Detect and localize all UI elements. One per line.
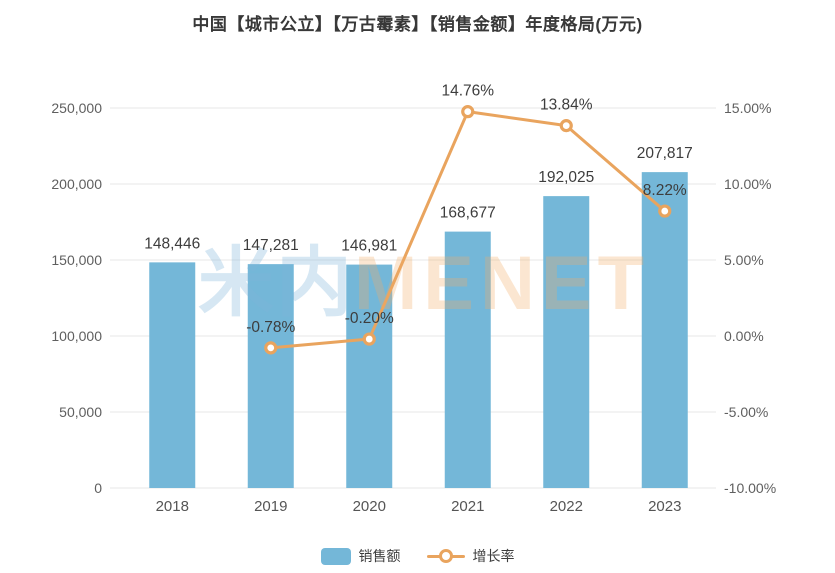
legend-item-sales: 销售额 — [320, 546, 401, 566]
sales-bar — [444, 231, 491, 488]
legend-sales-label: 销售额 — [358, 548, 401, 564]
left-axis-tick-label: 250,000 — [51, 100, 102, 116]
x-axis-label: 2020 — [353, 498, 386, 515]
chart-legend: 销售额 增长率 — [0, 543, 835, 569]
left-axis-tick-label: 100,000 — [51, 328, 102, 344]
right-axis-tick-label: -10.00% — [724, 480, 776, 496]
right-axis-tick-label: 15.00% — [724, 100, 771, 116]
x-axis-label: 2021 — [451, 498, 484, 515]
growth-marker — [264, 341, 278, 355]
left-axis-tick-label: 50,000 — [59, 404, 102, 420]
x-axis-label: 2022 — [550, 498, 583, 515]
bar-value-label: 168,677 — [440, 205, 496, 222]
right-axis-tick-label: 5.00% — [724, 252, 764, 268]
growth-value-label: -0.78% — [246, 319, 295, 336]
right-axis-tick-label: -5.00% — [724, 404, 768, 420]
left-axis-tick-label: 0 — [94, 480, 102, 496]
growth-marker — [362, 332, 376, 346]
growth-marker — [461, 105, 475, 119]
growth-value-label: 14.76% — [441, 83, 494, 100]
bar-value-label: 147,281 — [243, 237, 299, 254]
chart-title: 中国【城市公立】【万古霉素】【销售金额】年度格局(万元) — [192, 15, 643, 34]
sales-bar — [543, 196, 590, 488]
sales-swatch-icon — [320, 547, 351, 565]
sales-bar — [149, 262, 196, 488]
bar-value-label: 148,446 — [144, 235, 200, 252]
right-axis-tick-label: 0.00% — [724, 328, 764, 344]
bar-value-label: 207,817 — [637, 145, 693, 162]
x-axis-label: 2023 — [648, 498, 681, 515]
left-axis-tick-label: 150,000 — [51, 252, 102, 268]
legend-growth-label: 增长率 — [472, 548, 515, 564]
growth-marker — [559, 119, 573, 133]
right-axis-tick-label: 10.00% — [724, 176, 771, 192]
x-axis-label: 2019 — [254, 498, 287, 515]
growth-line-marker-icon — [426, 548, 465, 564]
left-axis-tick-label: 200,000 — [51, 176, 102, 192]
x-axis-label: 2018 — [156, 498, 189, 515]
growth-marker — [658, 204, 672, 218]
bar-value-label: 146,981 — [341, 238, 397, 255]
legend-item-growth: 增长率 — [426, 546, 515, 566]
growth-value-label: 8.22% — [643, 182, 687, 199]
growth-value-label: -0.20% — [345, 310, 394, 327]
growth-value-label: 13.84% — [540, 97, 593, 114]
sales-bar — [247, 264, 294, 488]
sales-bar — [641, 172, 688, 488]
bar-value-label: 192,025 — [538, 169, 594, 186]
